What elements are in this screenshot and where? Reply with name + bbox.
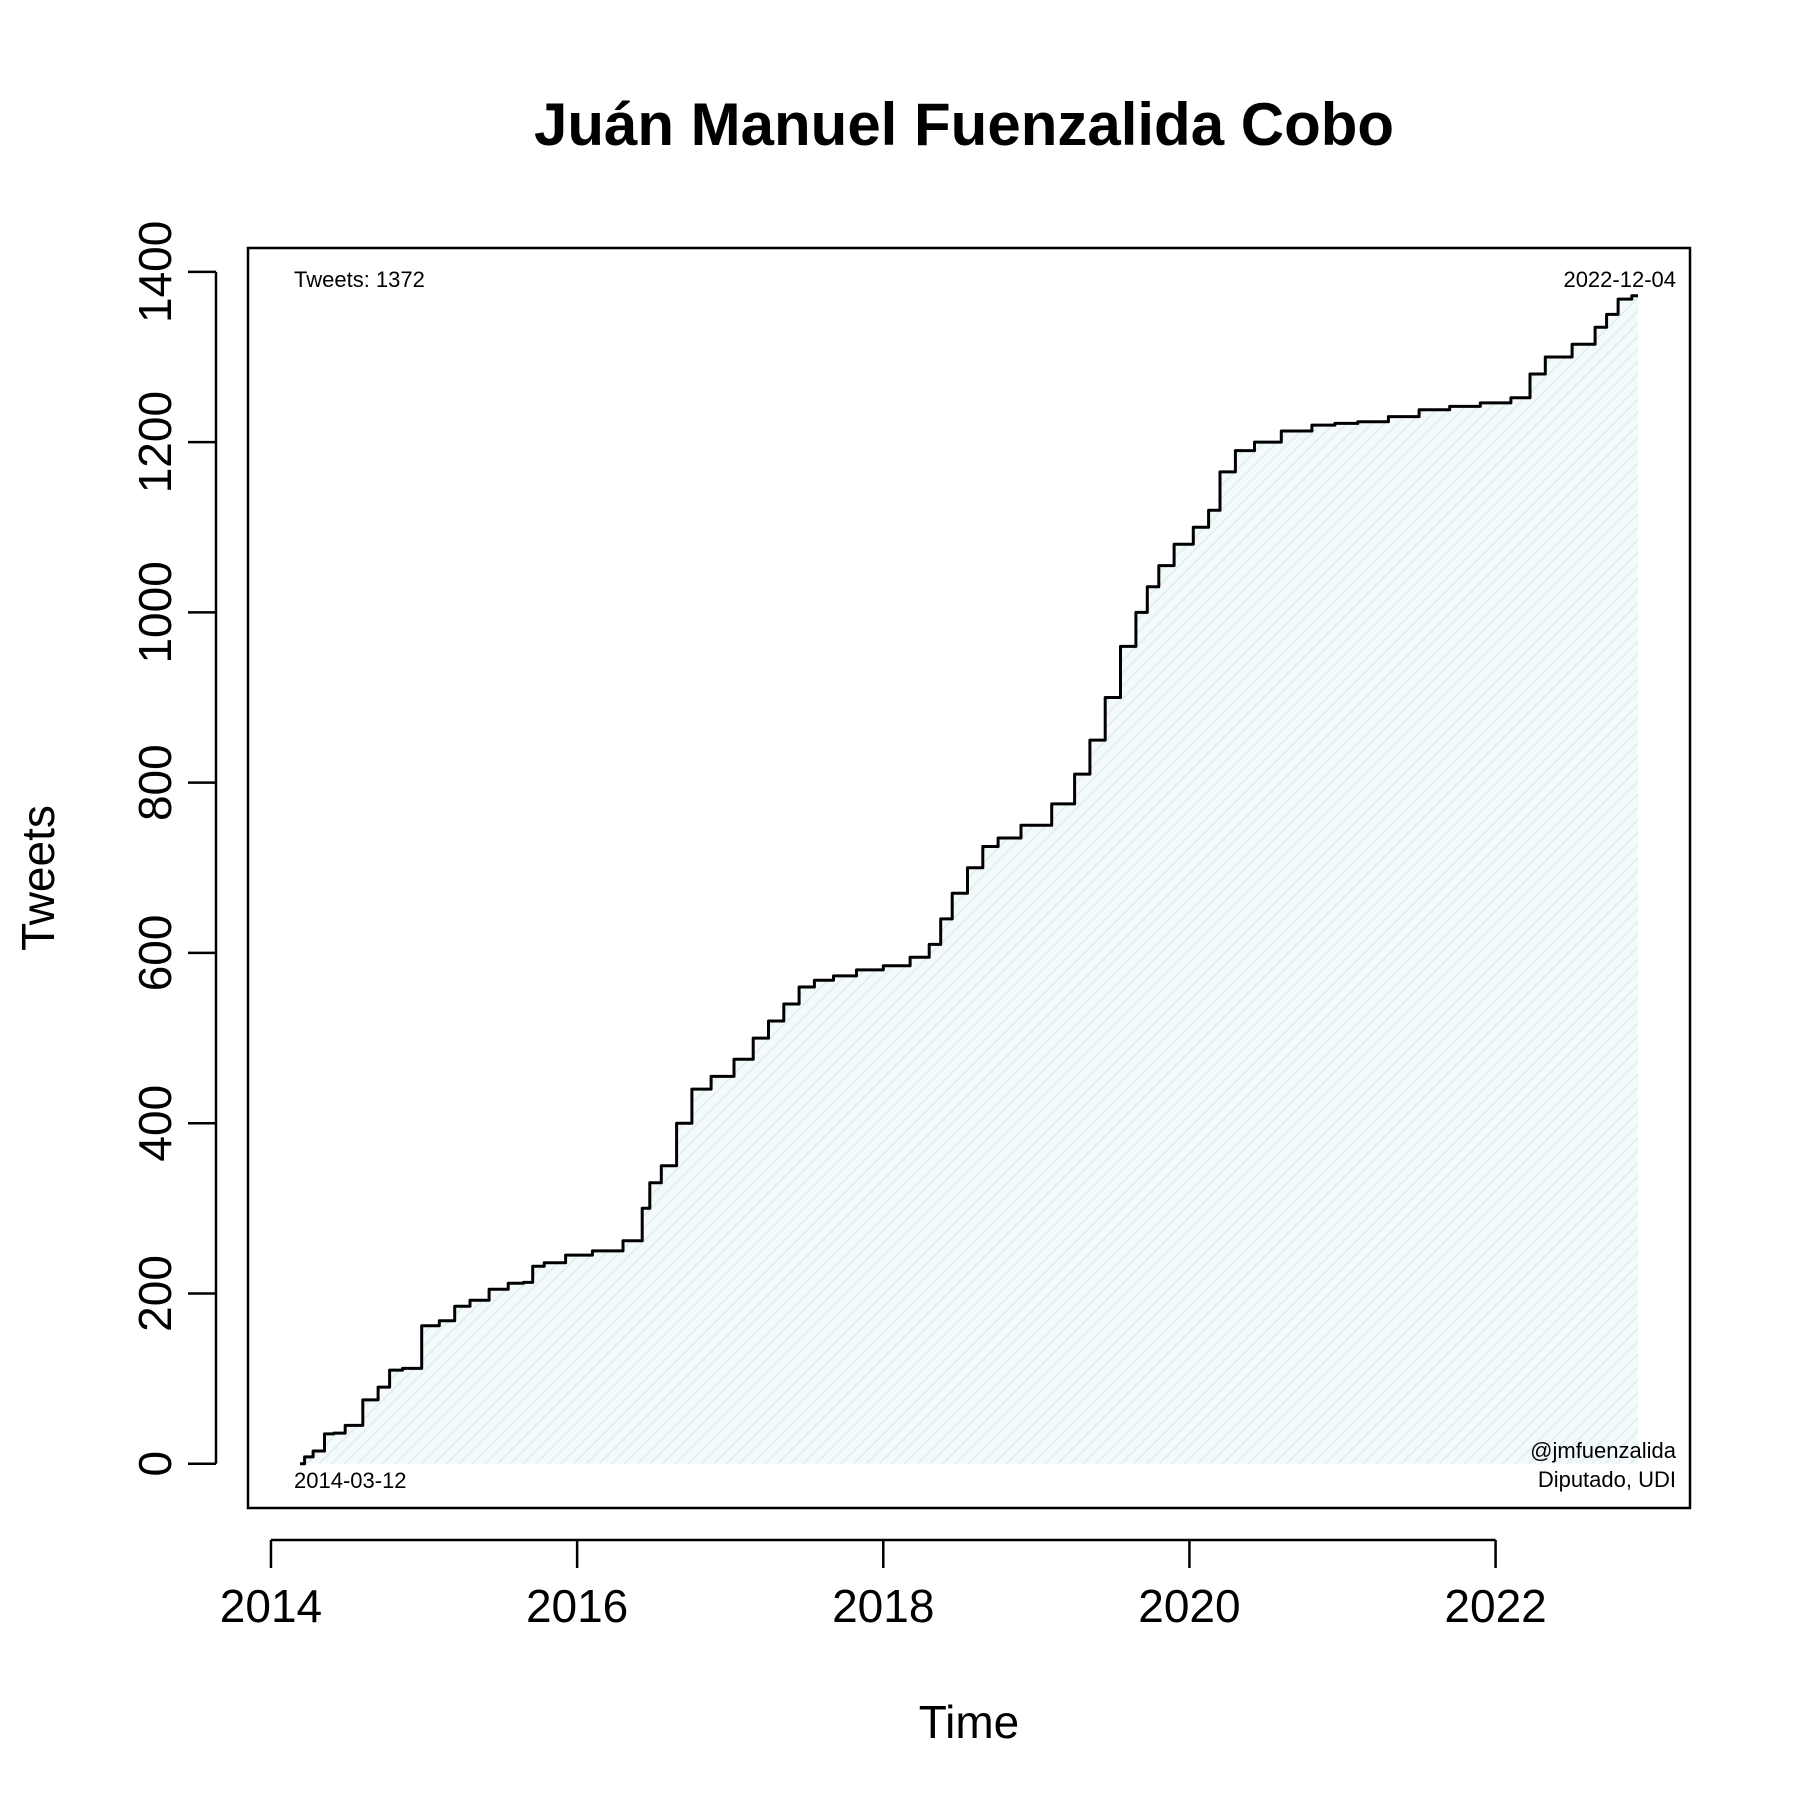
y-tick-label: 400 (129, 1085, 181, 1162)
start-date-annotation: 2014-03-12 (294, 1468, 407, 1493)
y-tick-label: 1000 (129, 561, 181, 663)
y-axis-label: Tweets (12, 805, 64, 951)
role-annotation: Diputado, UDI (1538, 1467, 1676, 1492)
x-tick-label: 2022 (1444, 1580, 1546, 1632)
y-tick-label: 1400 (129, 221, 181, 323)
x-tick-label: 2020 (1138, 1580, 1240, 1632)
y-tick-label: 1200 (129, 391, 181, 493)
plot-area (246, 246, 1692, 1510)
x-axis: 2014 2016 2018 2020 2022 (220, 1538, 1547, 1632)
y-axis: 0 200 400 600 800 1000 1200 1400 (129, 221, 218, 1477)
series-line (300, 294, 1638, 1466)
handle-annotation: @jmfuenzalida (1530, 1438, 1677, 1463)
plot-frame (246, 246, 1692, 1510)
x-tick-label: 2016 (526, 1580, 628, 1632)
y-tick-label: 0 (129, 1451, 181, 1477)
chart-title: Juán Manuel Fuenzalida Cobo (534, 91, 1394, 158)
x-tick-label: 2018 (832, 1580, 934, 1632)
end-date-annotation: 2022-12-04 (1563, 267, 1676, 292)
x-axis-label: Time (919, 1696, 1020, 1748)
y-tick-label: 200 (129, 1255, 181, 1332)
y-tick-label: 800 (129, 744, 181, 821)
tweet-count-annotation: Tweets: 1372 (294, 267, 425, 292)
y-tick-label: 600 (129, 915, 181, 992)
x-tick-label: 2014 (220, 1580, 322, 1632)
